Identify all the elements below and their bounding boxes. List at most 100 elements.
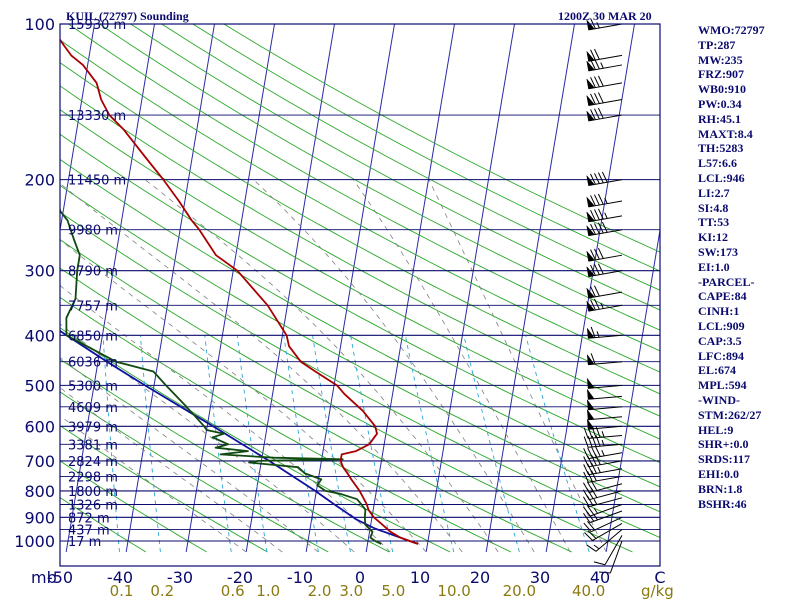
wind-barb-half-flag (596, 331, 600, 338)
mixing-ratio-tick-label: 40.0 (572, 582, 605, 600)
height-label: 11450 m (68, 174, 126, 189)
wind-barb-staff (588, 468, 623, 476)
mixing-ratio-tick-label: 10.0 (437, 582, 470, 600)
wind-barb (586, 418, 623, 430)
wind-barb-flag (594, 76, 600, 88)
wind-barb-staff (588, 475, 623, 483)
wind-barb-staff (589, 483, 623, 494)
index-item: SHR+:0.0 (698, 437, 749, 452)
wind-barb-flag (597, 222, 604, 234)
wind-barb-flag (586, 481, 594, 492)
dry-adiabat-line (60, 358, 390, 553)
index-item: WB0:910 (698, 82, 746, 97)
mixing-ratio-line (204, 335, 232, 553)
wind-barb-pennant (586, 353, 595, 365)
mixing-ratio-line (236, 335, 268, 553)
wind-barb (586, 75, 623, 90)
wind-barb-flag (597, 208, 604, 220)
wind-barb-flag (586, 544, 597, 552)
mixing-ratio-line (102, 335, 120, 553)
mixing-ratio-tick-label: 0.6 (221, 582, 245, 600)
wind-barb-pennant (586, 265, 595, 277)
wind-barb-flag (594, 194, 600, 206)
mixing-ratio-tick-label: 1.0 (256, 582, 280, 600)
wind-barb-flag (597, 107, 604, 119)
index-item: PW:0.34 (698, 96, 742, 111)
wind-barb-half-flag (601, 450, 605, 457)
index-item: LCL:946 (698, 170, 745, 185)
wind-barb-half-flag (593, 498, 598, 505)
mixing-ratio-tick-label: 5.0 (381, 582, 405, 600)
wind-barb-flag (590, 264, 596, 276)
index-item: TP:287 (698, 37, 736, 52)
wind-barb-flag (583, 427, 589, 439)
pressure-tick-label: 800 (24, 482, 55, 501)
wind-barb (586, 298, 623, 312)
wind-barb-flag (597, 75, 604, 87)
index-item: CAP:3.5 (698, 333, 742, 348)
height-label: 4609 m (68, 401, 118, 416)
temperature-tick-label: 20 (470, 568, 490, 587)
wind-barb (586, 353, 623, 366)
wind-barb-flag (594, 209, 600, 221)
wind-barb-flag (597, 193, 604, 205)
wind-barb (586, 285, 623, 299)
plot-background (60, 24, 660, 566)
temperature-tick-label: 10 (410, 568, 430, 587)
mixing-ratio-line (350, 335, 394, 553)
dry-adiabat-line (60, 239, 633, 553)
wind-barb-staff (588, 443, 623, 448)
pressure-tick-label: 500 (24, 376, 55, 395)
moist-adiabat-line (60, 387, 283, 553)
wind-barb-flag (594, 264, 600, 275)
wind-barb-staff (592, 523, 623, 541)
wind-barb-pennant (586, 418, 595, 430)
height-label: 1326 m (68, 499, 118, 514)
dry-adiabat-line (60, 296, 512, 553)
wind-barb-flag (590, 49, 596, 61)
index-item: -WIND- (698, 392, 740, 407)
height-label: 2824 m (68, 455, 118, 470)
dry-adiabat-line (60, 425, 268, 553)
wind-barb-pennant (586, 50, 595, 62)
mixing-ratio-line (139, 335, 161, 553)
moist-adiabat-line (253, 179, 535, 553)
wind-barb-flag (598, 571, 611, 574)
height-label: 3381 m (68, 438, 118, 453)
wind-barb-half-flag (601, 439, 605, 447)
wind-barb-flag (590, 93, 596, 105)
wind-barb-flag (583, 522, 592, 533)
index-item: MW:235 (698, 52, 743, 67)
wind-barb-staff (609, 540, 623, 574)
moist-adiabat-line (144, 179, 499, 553)
wind-barb (583, 504, 623, 517)
wind-barb-flag (590, 173, 596, 185)
wind-barb-flag (595, 446, 601, 457)
wind-barb-pennant (586, 300, 595, 312)
dry-adiabat-line (60, 460, 207, 553)
mixing-ratio-line (312, 335, 351, 553)
mixing-ratio-tick-label: 20.0 (503, 582, 536, 600)
index-item: HEL:9 (698, 422, 734, 437)
wind-barb-flag (583, 506, 591, 517)
mixing-ratio-tick-label: 2.0 (308, 582, 332, 600)
index-item: EI:1.0 (698, 259, 730, 274)
index-item: FRZ:907 (698, 67, 744, 82)
height-label: 8790 m (68, 265, 118, 280)
pressure-tick-label: 900 (24, 508, 55, 527)
mixing-ratio-tick-label: 0.1 (110, 582, 134, 600)
temperature-tick-label: -30 (167, 568, 193, 587)
wind-barb-flag (590, 249, 596, 261)
wind-barb-flag (591, 446, 597, 458)
index-item: LFC:894 (698, 348, 744, 363)
index-item: TH:5283 (698, 141, 744, 156)
index-item: BSHR:46 (698, 496, 747, 511)
isotherm-line (485, 24, 576, 553)
wind-barb (586, 48, 623, 62)
pressure-tick-label: 400 (24, 326, 55, 345)
wind-barb (586, 208, 623, 223)
wind-barb (583, 516, 623, 533)
index-item: LI:2.7 (698, 185, 730, 200)
wind-barb (586, 221, 623, 237)
